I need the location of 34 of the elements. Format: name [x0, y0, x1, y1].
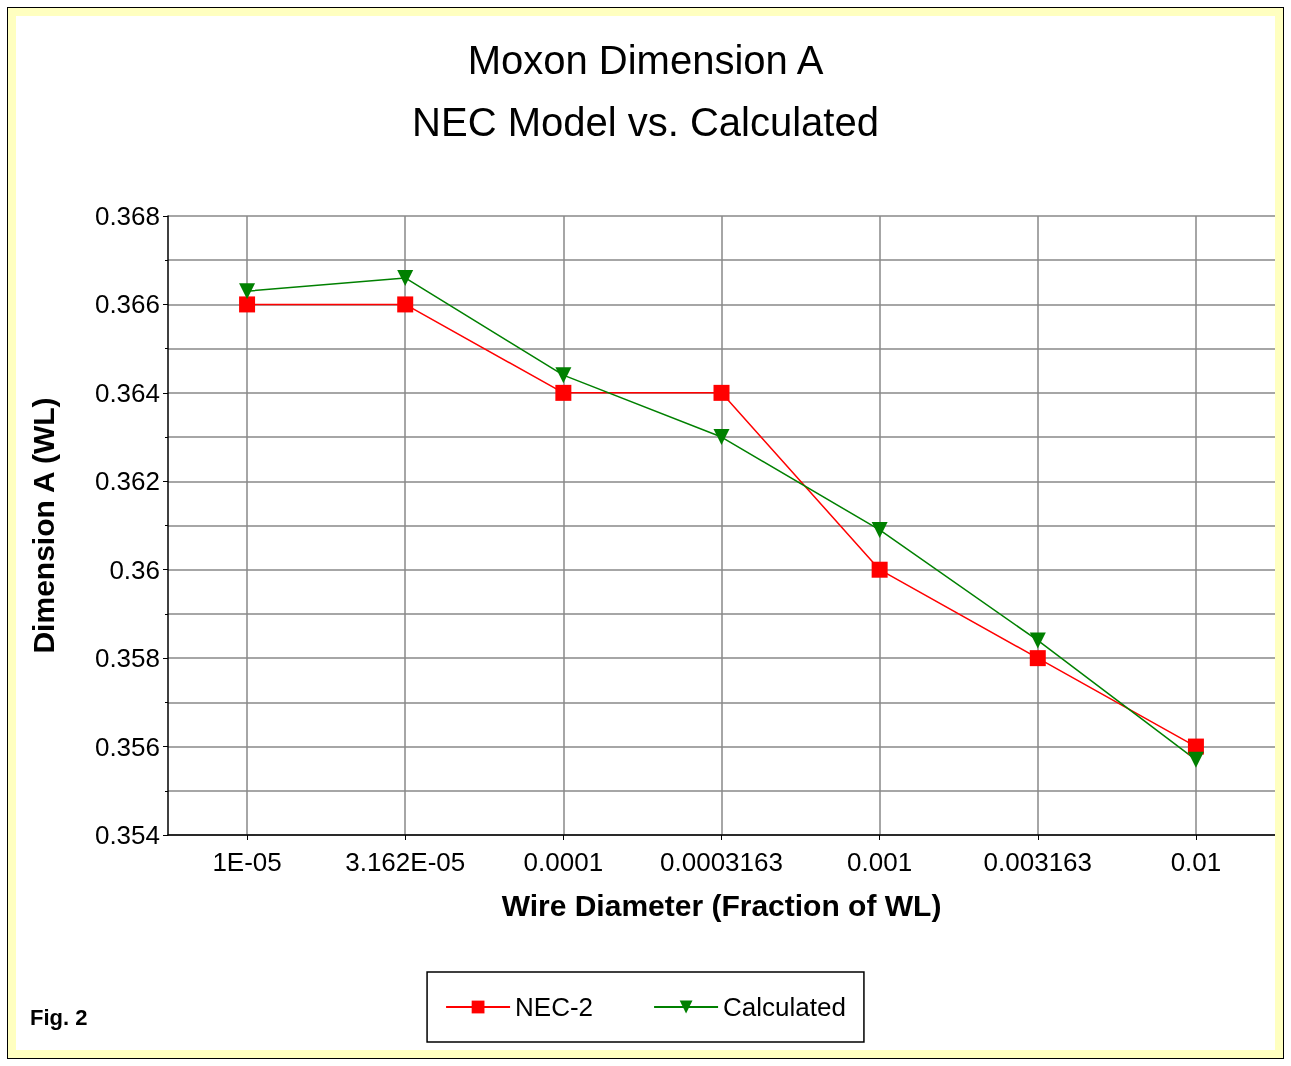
x-axis-title: Wire Diameter (Fraction of WL) — [501, 888, 942, 922]
point — [1029, 650, 1046, 667]
x-tick-label: 3.162E-05 — [345, 847, 466, 877]
x-tick-label: 1E-05 — [212, 847, 282, 877]
legend-label: Calculated — [723, 992, 846, 1022]
y-tick-label: 0.358 — [94, 643, 160, 674]
legend-label: NEC-2 — [515, 992, 594, 1022]
point — [555, 384, 572, 401]
y-tick-label: 0.362 — [94, 466, 160, 497]
caption: Fig. 2 — [30, 1004, 88, 1030]
point — [397, 269, 414, 286]
y-tick-label: 0.354 — [94, 820, 160, 850]
x-tick-label: 0.0001 — [523, 847, 604, 877]
x-tick-label: 0.003163 — [983, 847, 1093, 877]
x-tick-label: 0.0003163 — [660, 847, 783, 877]
point — [713, 384, 730, 401]
y-tick-label: 0.356 — [94, 731, 160, 762]
point — [397, 296, 414, 313]
y-tick-label: 0.368 — [94, 201, 160, 231]
y-tick-label: 0.364 — [94, 377, 160, 408]
x-tick-label: 0.001 — [847, 847, 913, 877]
point — [239, 296, 256, 313]
y-tick-label: 0.366 — [94, 289, 160, 320]
x-tick-label: 0.01 — [1170, 847, 1222, 877]
point — [713, 429, 730, 446]
point — [1029, 632, 1046, 649]
chart-title: Moxon Dimension A NEC Model vs. Calculated — [412, 38, 879, 144]
point — [871, 561, 888, 578]
point — [871, 521, 888, 538]
point — [239, 283, 256, 300]
point — [555, 367, 572, 384]
y-tick-label: 0.36 — [109, 554, 160, 585]
point — [1187, 751, 1204, 768]
y-axis-title: Dimension A (WL) — [26, 397, 60, 654]
